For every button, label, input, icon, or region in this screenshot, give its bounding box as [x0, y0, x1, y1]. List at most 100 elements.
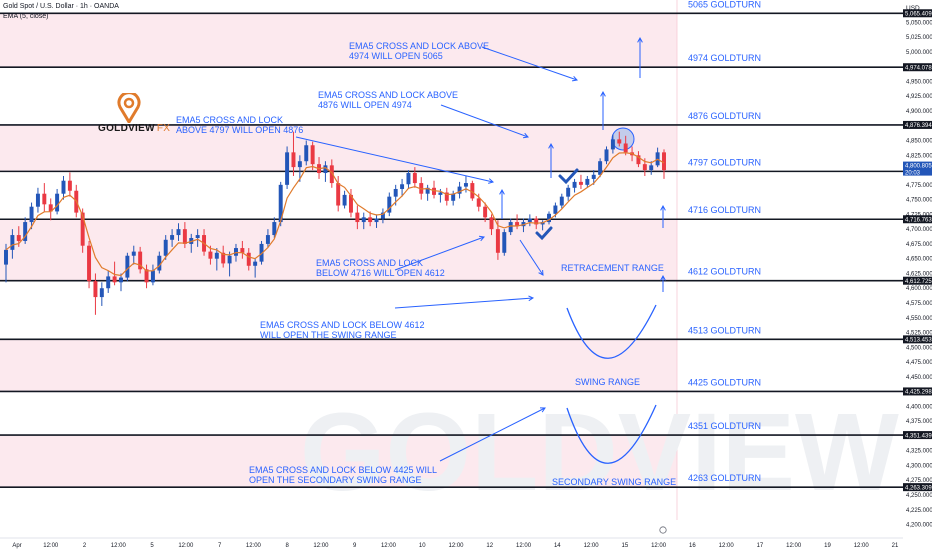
price-tick-label: 4,300.000 — [906, 463, 932, 469]
candle-body — [406, 173, 411, 185]
candle-body — [527, 218, 532, 223]
candle-body — [585, 178, 590, 185]
time-tick-label: 12:00 — [516, 543, 532, 549]
candle-body — [553, 205, 558, 214]
candle-body — [432, 187, 436, 195]
price-tick-label: 4,250.000 — [906, 493, 932, 499]
time-tick-label: 12:00 — [178, 543, 194, 549]
price-tick-label: 4,450.000 — [906, 375, 932, 381]
level-label: 4263 GOLDTURN — [688, 473, 761, 483]
candle-body — [502, 232, 507, 253]
time-tick-label: 14 — [554, 543, 561, 549]
candle-body — [374, 218, 379, 223]
time-tick-label: 12:00 — [43, 543, 59, 549]
candle-body — [297, 161, 302, 168]
candle-body — [227, 255, 232, 264]
level-label: 4876 GOLDTURN — [688, 111, 761, 121]
candle-body — [495, 229, 500, 253]
candle-body — [87, 245, 92, 282]
annotation-text: 4876 WILL OPEN 4974 — [318, 100, 412, 110]
price-axis-bg — [903, 0, 932, 550]
candle-body — [604, 149, 609, 162]
level-label: 4513 GOLDTURN — [688, 325, 761, 335]
candle-body — [444, 192, 449, 201]
price-axis-unit: USD — [906, 5, 920, 12]
price-tick-label: 4,225.000 — [906, 508, 932, 514]
time-tick-label: 12 — [486, 543, 493, 549]
candle-body — [329, 165, 334, 184]
candle-body — [393, 188, 398, 197]
candle-body — [623, 143, 628, 153]
price-tick-label: 4,900.000 — [906, 109, 932, 115]
candle-body — [636, 155, 641, 165]
time-tick-label: 12:00 — [719, 543, 735, 549]
price-tick-label: 4,950.000 — [906, 79, 932, 85]
time-tick-label: 2 — [83, 543, 87, 549]
range-label: SWING RANGE — [575, 377, 640, 387]
annotation-text: EMA5 CROSS AND LOCK ABOVE — [349, 41, 489, 51]
time-tick-label: 12:00 — [448, 543, 464, 549]
logo-wordmark: GOLDVIEW FX — [98, 123, 171, 134]
level-price-tag-text: 4,716.763 — [905, 218, 932, 224]
price-tick-label: 5,025.000 — [906, 35, 932, 41]
countdown-text: 20:03 — [905, 171, 921, 177]
level-price-tag — [903, 9, 932, 18]
indicator-title: EMA (5, close) — [3, 13, 49, 20]
time-tick-label: 12:00 — [381, 543, 397, 549]
range-band — [0, 435, 677, 488]
price-tick-label: 4,325.000 — [906, 449, 932, 455]
candle-body — [112, 276, 117, 283]
time-tick-label: 10 — [419, 543, 426, 549]
candle-body — [144, 269, 149, 283]
level-price-tag — [903, 387, 932, 396]
candle-body — [578, 181, 583, 185]
watermark-text: GOLDVIEW FX — [300, 391, 932, 514]
candle-body — [476, 198, 481, 207]
annotation-text: EMA5 CROSS AND LOCK ABOVE — [318, 90, 458, 100]
candle-body — [265, 235, 270, 244]
annotations: 5065 GOLDTURN 4974 GOLDTURN 4876 GOLDTURN 4… — [176, 0, 761, 487]
price-tick-label: 4,275.000 — [906, 478, 932, 484]
candle-body — [342, 194, 347, 206]
price-tick-label: 5,000.000 — [906, 50, 932, 56]
candle-body — [285, 152, 290, 185]
price-tick-label: 4,825.000 — [906, 153, 932, 159]
arrow-head — [528, 295, 535, 302]
candle-body — [617, 139, 622, 144]
price-tick-label: 4,700.000 — [906, 227, 932, 233]
candle-body — [195, 235, 200, 239]
arrow-line — [481, 46, 578, 81]
time-tick-label: 19 — [824, 543, 831, 549]
current-price-text: 4,800.805 — [905, 164, 932, 170]
candle-body — [547, 213, 551, 223]
candle-body — [572, 181, 577, 188]
candle-body — [278, 184, 283, 223]
price-tick-label: 4,475.000 — [906, 360, 932, 366]
candle-body — [125, 255, 130, 278]
range-label: RETRACEMENT RANGE — [561, 263, 664, 273]
candle-body — [246, 252, 251, 266]
time-tick-label: 15 — [622, 543, 629, 549]
secondary-swing-curve — [566, 404, 657, 464]
price-tick-label: 4,750.000 — [906, 198, 932, 204]
candle-body — [29, 206, 34, 223]
arrow-head — [499, 188, 505, 195]
range-band — [0, 13, 677, 68]
time-tick-label: 21 — [892, 543, 899, 549]
level-price-tag — [903, 120, 932, 129]
candle-body — [508, 222, 513, 233]
annotation-arrows — [295, 36, 666, 462]
candle-body — [119, 277, 123, 283]
candle-body — [93, 281, 98, 298]
level-label: 4974 GOLDTURN — [688, 53, 761, 63]
range-label: SECONDARY SWING RANGE — [552, 477, 676, 487]
price-tick-label: 4,775.000 — [906, 183, 932, 189]
candle-body — [253, 261, 258, 266]
candle-body — [42, 193, 47, 205]
candle-body — [380, 212, 385, 219]
price-tick-label: 4,575.000 — [906, 301, 932, 307]
candle-body — [559, 196, 564, 206]
level-price-tag — [903, 483, 932, 492]
annotation-text: EMA5 CROSS AND LOCK — [316, 258, 423, 268]
